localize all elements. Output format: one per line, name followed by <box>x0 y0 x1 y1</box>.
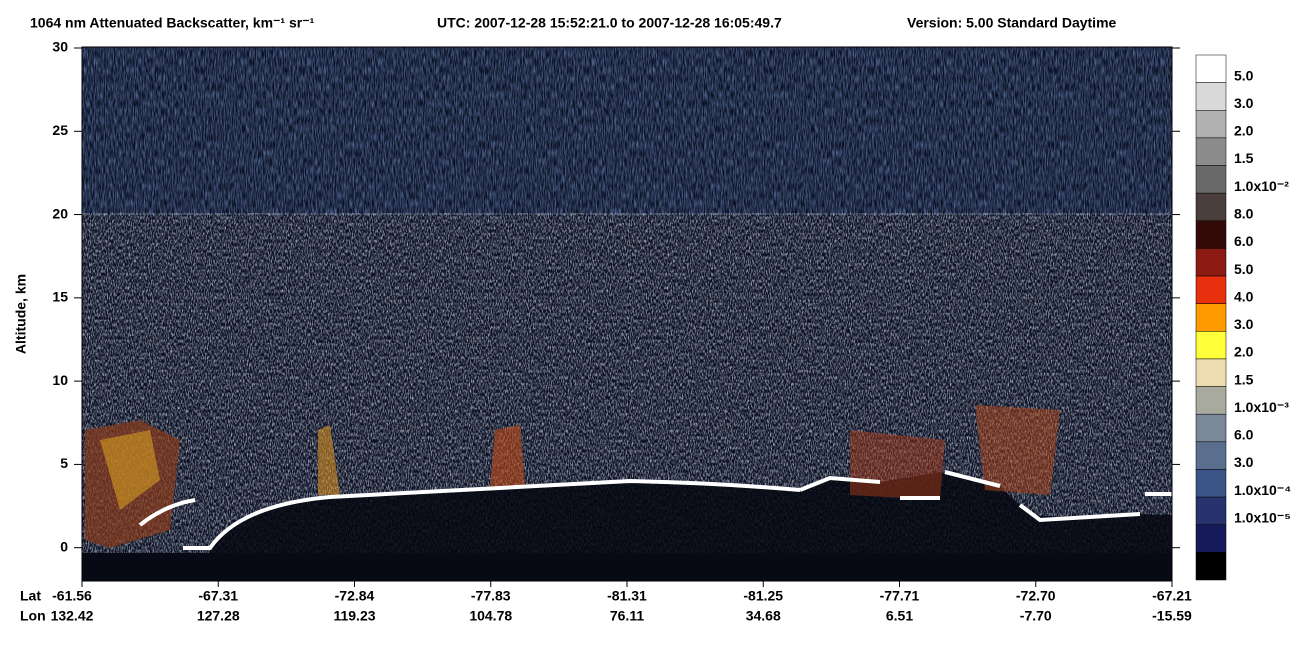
colorbar-swatch <box>1195 220 1227 249</box>
row-label: Lat <box>20 588 41 604</box>
y-tick-label: 15 <box>52 289 68 305</box>
x-tick-label: -77.83 <box>471 588 511 604</box>
colorbar-swatch <box>1195 192 1227 222</box>
colorbar-swatch <box>1195 386 1227 415</box>
x-tick-label: -72.84 <box>335 588 375 604</box>
colorbar-label: 6.0 <box>1234 427 1254 443</box>
colorbar-label: 1.0x10⁻⁵ <box>1234 509 1291 525</box>
x-tick-label: 76.11 <box>610 608 644 624</box>
y-tick-label: 25 <box>52 122 68 138</box>
cloud <box>850 430 945 500</box>
colorbar-label: 3.0 <box>1234 95 1254 111</box>
chart-title: 1064 nm Attenuated Backscatter, km⁻¹ sr⁻… <box>30 15 315 31</box>
x-tick-label: -72.70 <box>1016 588 1056 604</box>
subsurface <box>82 553 1172 581</box>
x-tick-label: -15.59 <box>1152 608 1192 624</box>
colorbar-swatch <box>1195 165 1227 194</box>
colorbar-swatch <box>1195 441 1227 470</box>
colorbar-swatch <box>1195 137 1227 166</box>
x-tick-label: -67.21 <box>1152 588 1192 604</box>
utc-range: UTC: 2007-12-28 15:52:21.0 to 2007-12-28… <box>437 15 782 31</box>
colorbar-label: 1.0x10⁻² <box>1234 178 1289 194</box>
colorbar-swatch <box>1195 358 1227 387</box>
y-axis-label: Altitude, km <box>13 274 29 354</box>
x-tick-label: -67.31 <box>198 588 238 604</box>
colorbar-swatch <box>1195 496 1227 525</box>
backscatter-image <box>82 47 1172 581</box>
colorbar-swatch <box>1195 413 1227 443</box>
colorbar-swatch <box>1195 275 1227 304</box>
x-tick-label: 132.42 <box>51 608 94 624</box>
colorbar-label: 2.0 <box>1234 123 1254 139</box>
surface-return <box>138 470 1172 550</box>
colorbar-swatch <box>1195 54 1227 83</box>
colorbar-swatch <box>1195 248 1227 277</box>
colorbar-label: 5.0 <box>1234 261 1254 277</box>
x-tick-label: -81.25 <box>743 588 783 604</box>
version: Version: 5.00 Standard Daytime <box>907 15 1117 31</box>
x-tick-label: 6.51 <box>886 608 913 624</box>
y-tick-label: 30 <box>52 39 68 55</box>
colorbar-label: 1.0x10⁻⁴ <box>1234 482 1291 498</box>
x-tick-label: -81.31 <box>607 588 647 604</box>
x-tick-label: 104.78 <box>469 608 512 624</box>
colorbar-swatch <box>1195 469 1227 498</box>
colorbar-swatch <box>1195 110 1227 139</box>
x-tick-label: 119.23 <box>333 608 375 624</box>
colorbar-label: 1.5 <box>1234 371 1254 387</box>
y-tick-label: 20 <box>52 205 68 221</box>
colorbar-swatch <box>1195 524 1227 553</box>
upper-noise <box>82 47 1172 215</box>
x-tick-label: -77.71 <box>880 588 920 604</box>
cloud <box>100 430 160 510</box>
cloud <box>975 405 1060 495</box>
colorbar-label: 1.0x10⁻³ <box>1234 399 1289 415</box>
x-tick-label: -7.70 <box>1020 608 1052 624</box>
colorbar-label: 6.0 <box>1234 233 1254 249</box>
y-tick-label: 0 <box>60 538 68 554</box>
colorbar-label: 3.0 <box>1234 316 1254 332</box>
colorbar-swatch <box>1195 552 1227 581</box>
colorbar-label: 5.0 <box>1234 67 1254 83</box>
x-tick-label: 127.28 <box>197 608 240 624</box>
colorbar-label: 4.0 <box>1234 288 1254 304</box>
y-tick-label: 5 <box>60 455 68 471</box>
colorbar-swatch <box>1195 303 1227 332</box>
row-label: Lon <box>20 608 46 624</box>
colorbar-label: 3.0 <box>1234 454 1254 470</box>
cloud <box>318 425 340 495</box>
x-tick-label: -61.56 <box>52 588 92 604</box>
cloud <box>490 425 525 488</box>
colorbar-label: 8.0 <box>1234 205 1254 221</box>
colorbar-label: 2.0 <box>1234 344 1254 360</box>
colorbar-label: 1.5 <box>1234 150 1254 166</box>
y-tick-label: 10 <box>52 372 68 388</box>
x-tick-label: 34.68 <box>746 608 781 624</box>
colorbar-swatch <box>1195 331 1227 360</box>
colorbar-swatch <box>1195 82 1227 111</box>
